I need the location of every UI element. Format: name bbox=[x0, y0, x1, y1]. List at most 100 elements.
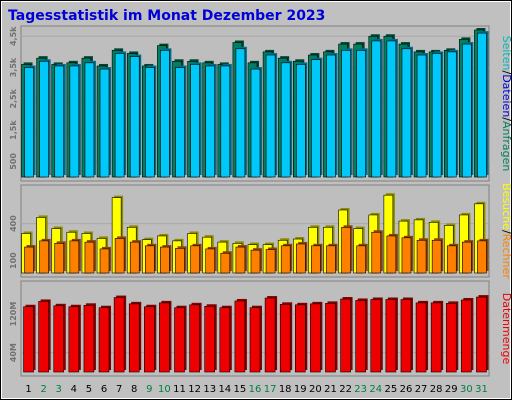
bar-face bbox=[431, 239, 442, 274]
bar-face bbox=[265, 249, 276, 274]
bar-face bbox=[477, 240, 487, 274]
chart-title: Tagesstatistik im Monat Dezember 2023 bbox=[8, 8, 325, 24]
day-label: 15 bbox=[234, 384, 247, 395]
bar-face bbox=[24, 246, 34, 274]
bottom-bar-datenmenge bbox=[113, 295, 127, 373]
bar-face bbox=[128, 303, 140, 373]
bar-face bbox=[415, 302, 427, 373]
bar-face bbox=[83, 304, 95, 373]
bar-face bbox=[220, 65, 231, 178]
day-label: 12 bbox=[188, 384, 201, 395]
bar-face bbox=[400, 299, 412, 373]
top-bar-dateien bbox=[39, 59, 51, 178]
top-bar-dateien bbox=[401, 46, 413, 178]
top-bar-dateien bbox=[220, 63, 232, 178]
middle-bar-rechner bbox=[129, 240, 142, 274]
top-bar-dateien bbox=[160, 48, 172, 178]
middle-bar-rechner bbox=[69, 238, 81, 274]
middle-bar-rechner bbox=[265, 247, 278, 274]
bottom-bar-datenmenge bbox=[264, 296, 278, 373]
middle-bar-rechner bbox=[39, 238, 51, 274]
middle-bar-rechner bbox=[431, 238, 444, 274]
middle-bar-rechner bbox=[341, 225, 353, 274]
bar-face bbox=[280, 245, 291, 274]
top-bar-dateien bbox=[477, 31, 489, 178]
bar-face bbox=[280, 62, 291, 178]
bar-face bbox=[401, 237, 412, 274]
top-bar-dateien bbox=[311, 57, 323, 178]
bar-face bbox=[310, 303, 321, 373]
bar-face bbox=[371, 40, 382, 178]
bottom-bar-datenmenge bbox=[325, 301, 338, 373]
bottom-bar-datenmenge bbox=[385, 297, 398, 373]
bar-face bbox=[445, 303, 457, 373]
bar-face bbox=[204, 305, 216, 373]
day-label: 31 bbox=[475, 384, 488, 395]
bar-face bbox=[205, 248, 216, 274]
day-label: 16 bbox=[249, 384, 262, 395]
day-label: 23 bbox=[354, 384, 367, 395]
bottom-bar-datenmenge bbox=[279, 302, 293, 373]
bar-face bbox=[476, 296, 487, 373]
bar-face bbox=[68, 306, 80, 373]
middle-tick-label: 100 bbox=[9, 252, 18, 269]
top-tick-label: 1,5k bbox=[9, 120, 18, 140]
top-bar-dateien bbox=[356, 48, 368, 178]
day-label: 7 bbox=[116, 384, 122, 395]
bar-face bbox=[462, 241, 472, 274]
bar-face bbox=[446, 51, 457, 178]
bar-face bbox=[385, 299, 397, 373]
bar-face bbox=[144, 306, 155, 373]
middle-bar-rechner bbox=[401, 235, 413, 274]
middle-bar-rechner bbox=[54, 241, 66, 274]
bottom-bar-datenmenge bbox=[189, 302, 202, 373]
top-bar-dateien bbox=[235, 46, 247, 178]
bar-face bbox=[114, 238, 125, 274]
bar-face bbox=[386, 235, 397, 274]
bar-face bbox=[356, 245, 366, 274]
bar-face bbox=[54, 65, 65, 178]
bar-face bbox=[340, 298, 351, 373]
bar-face bbox=[69, 240, 80, 274]
bar-face bbox=[401, 48, 412, 178]
bottom-bar-datenmenge bbox=[128, 301, 142, 373]
top-bar-dateien bbox=[416, 53, 429, 178]
bottom-bar-datenmenge bbox=[415, 300, 429, 373]
bar-face bbox=[129, 56, 140, 178]
bar-face bbox=[159, 302, 170, 373]
bar-face bbox=[38, 301, 49, 373]
bar-face bbox=[23, 306, 34, 373]
middle-bar-rechner bbox=[160, 245, 172, 274]
day-label: 27 bbox=[415, 384, 428, 395]
bottom-bar-datenmenge bbox=[294, 302, 308, 373]
bottom-bar-datenmenge bbox=[476, 295, 489, 373]
bottom-bar-datenmenge bbox=[219, 305, 232, 373]
series-label-part: / bbox=[500, 70, 512, 74]
middle-bar-rechner bbox=[280, 243, 293, 274]
top-bar-dateien bbox=[265, 53, 278, 178]
top-bar-dateien bbox=[145, 65, 157, 178]
bar-face bbox=[114, 53, 125, 178]
day-label: 13 bbox=[203, 384, 216, 395]
bar-face bbox=[84, 62, 95, 178]
day-label: 30 bbox=[460, 384, 473, 395]
bottom-bar-datenmenge bbox=[249, 305, 262, 373]
middle-bar-rechner bbox=[462, 240, 474, 274]
day-label: 20 bbox=[309, 384, 322, 395]
top-bar-dateien bbox=[250, 67, 262, 178]
middle-bar-rechner bbox=[311, 243, 323, 274]
bar-face bbox=[160, 50, 170, 178]
top-bar-dateien bbox=[84, 60, 96, 178]
bar-face bbox=[205, 65, 216, 178]
top-bar-dateien bbox=[462, 42, 474, 178]
middle-bar-rechner bbox=[24, 245, 36, 274]
series-label-part: Besuche bbox=[500, 183, 512, 230]
bar-face bbox=[69, 65, 80, 178]
bottom-bar-datenmenge bbox=[461, 297, 474, 373]
bar-face bbox=[462, 43, 472, 178]
bar-face bbox=[235, 246, 246, 274]
series-label-part: Datenmenge bbox=[500, 293, 512, 365]
bar-face bbox=[84, 241, 95, 274]
